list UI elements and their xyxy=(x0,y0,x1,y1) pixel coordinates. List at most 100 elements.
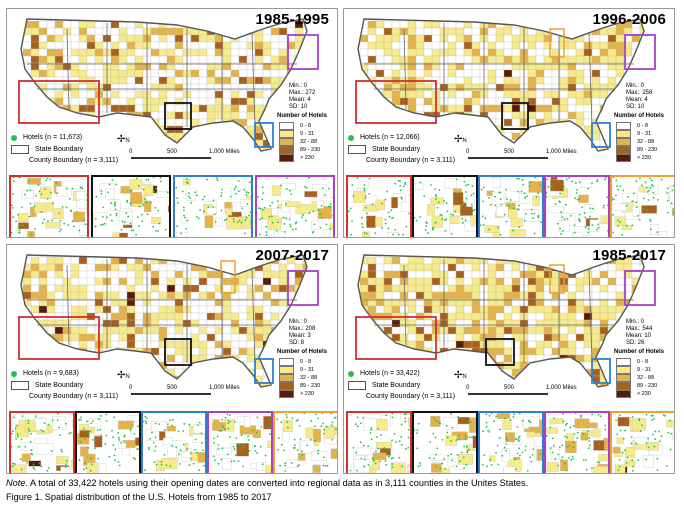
regional-insets xyxy=(344,173,674,237)
legend-row: > 230 xyxy=(616,154,657,162)
state-boundary-icon xyxy=(11,145,29,154)
inset-midwest xyxy=(273,411,337,473)
legend-swatch xyxy=(616,130,631,138)
legend-row: 9 - 31 xyxy=(616,366,657,374)
state-boundary-icon xyxy=(348,145,366,154)
regional-insets xyxy=(7,409,337,473)
state-boundary-icon xyxy=(348,381,366,390)
legend-row: 89 - 230 xyxy=(616,146,657,154)
legend-swatch xyxy=(616,358,631,366)
period-title: 1985-2017 xyxy=(592,247,666,264)
hotels-legend: Hotels (n = 11,673) xyxy=(11,134,82,141)
legend-swatch xyxy=(279,390,294,398)
figure-note: Note. A total of 33,422 hotels using the… xyxy=(6,478,529,488)
legend-row: 0 - 8 xyxy=(279,358,320,366)
stats-box: Min.: 0 Max.: 544 Mean: 10 SD: 26 xyxy=(626,319,653,346)
legend-swatch xyxy=(279,382,294,390)
north-arrow-icon: ✢N xyxy=(454,370,467,381)
inset-south xyxy=(91,175,171,237)
state-boundary-legend: State Boundary xyxy=(348,145,420,154)
state-boundary-legend: State Boundary xyxy=(348,381,420,390)
legend-row: 0 - 8 xyxy=(279,122,320,130)
legend-swatch xyxy=(616,154,631,162)
legend-row: 32 - 88 xyxy=(616,374,657,382)
west-region-box xyxy=(18,316,100,360)
inset-south xyxy=(75,411,141,473)
florida-region-box xyxy=(591,122,611,148)
us-county-map xyxy=(18,18,319,152)
midwest-region-box xyxy=(549,264,565,294)
legend-swatch xyxy=(279,154,294,162)
us-county-map xyxy=(355,18,656,152)
inset-west xyxy=(9,411,75,473)
legend-title: Number of Hotels xyxy=(277,113,328,119)
hotel-dot-icon xyxy=(348,134,354,141)
legend-swatch xyxy=(279,358,294,366)
scale-bar: 0 500 1,000 Miles xyxy=(466,149,588,165)
stats-box: Min.: 0 Max.: 258 Mean: 4 SD: 10 xyxy=(626,83,653,110)
west-region-box xyxy=(18,80,100,124)
legend-title: Number of Hotels xyxy=(277,349,328,355)
legend-row: 89 - 230 xyxy=(279,382,320,390)
inset-florida xyxy=(173,175,253,237)
hotel-dot-icon xyxy=(348,370,354,377)
period-title: 1996-2006 xyxy=(592,11,666,28)
legend-swatch xyxy=(279,366,294,374)
period-title: 1985-1995 xyxy=(255,11,329,28)
florida-region-box xyxy=(591,358,611,384)
northeast-region-box xyxy=(287,270,319,306)
legend-swatch xyxy=(616,390,631,398)
northeast-region-box xyxy=(624,270,656,306)
legend-swatch xyxy=(616,146,631,154)
inset-south xyxy=(412,175,478,237)
legend-row: 32 - 88 xyxy=(279,138,320,146)
south-region-box xyxy=(501,102,529,130)
scale-bar: 0 500 1,000 Miles xyxy=(129,149,251,165)
legend-row: 89 - 230 xyxy=(616,382,657,390)
inset-florida xyxy=(478,175,544,237)
inset-florida xyxy=(478,411,544,473)
map-panel-1985-1995: 1985-1995 Min.: 0 Max.: 272 Mean: 4 SD: 10 … xyxy=(6,8,338,238)
legend-swatch xyxy=(279,146,294,154)
stats-box: Min.: 0 Max.: 208 Mean: 3 SD: 8 xyxy=(289,319,316,346)
legend-swatch xyxy=(616,366,631,374)
us-county-map xyxy=(18,254,319,388)
legend-row: > 230 xyxy=(279,154,320,162)
west-region-box xyxy=(355,80,437,124)
inset-west xyxy=(9,175,89,237)
midwest-region-box xyxy=(549,28,565,58)
map-panel-1985-2017: 1985-2017 Min.: 0 Max.: 544 Mean: 10 SD: 26… xyxy=(343,244,675,474)
period-title: 2007-2017 xyxy=(255,247,329,264)
inset-west xyxy=(346,175,412,237)
state-boundary-icon xyxy=(11,381,29,390)
legend-row: 89 - 230 xyxy=(279,146,320,154)
legend-row: 32 - 88 xyxy=(616,138,657,146)
legend-row: > 230 xyxy=(279,390,320,398)
hotels-legend: Hotels (n = 33,422) xyxy=(348,370,420,377)
north-arrow-icon: ✢N xyxy=(454,134,467,145)
south-region-box xyxy=(164,338,192,366)
midwest-region-box xyxy=(220,260,236,294)
regional-insets xyxy=(344,409,674,473)
inset-northeast xyxy=(544,175,610,237)
northeast-region-box xyxy=(624,34,656,70)
legend-swatch xyxy=(279,122,294,130)
inset-south xyxy=(412,411,478,473)
south-region-box xyxy=(485,338,515,366)
hotels-legend: Hotels (n = 9,683) xyxy=(11,370,79,377)
legend-title: Number of Hotels xyxy=(614,349,665,355)
map-panel-1996-2006: 1996-2006 Min.: 0 Max.: 258 Mean: 4 SD: 10 … xyxy=(343,8,675,238)
map-panel-2007-2017: 2007-2017 Min.: 0 Max.: 208 Mean: 3 SD: 8 N… xyxy=(6,244,338,474)
south-region-box xyxy=(164,102,192,130)
legend-swatch xyxy=(279,130,294,138)
county-boundary-legend: County Boundary (n = 3,111) xyxy=(366,157,456,164)
inset-midwest xyxy=(610,175,674,237)
state-boundary-legend: State Boundary xyxy=(11,145,83,154)
inset-west xyxy=(346,411,412,473)
legend-swatch xyxy=(616,382,631,390)
hotel-dot-icon xyxy=(11,134,17,141)
